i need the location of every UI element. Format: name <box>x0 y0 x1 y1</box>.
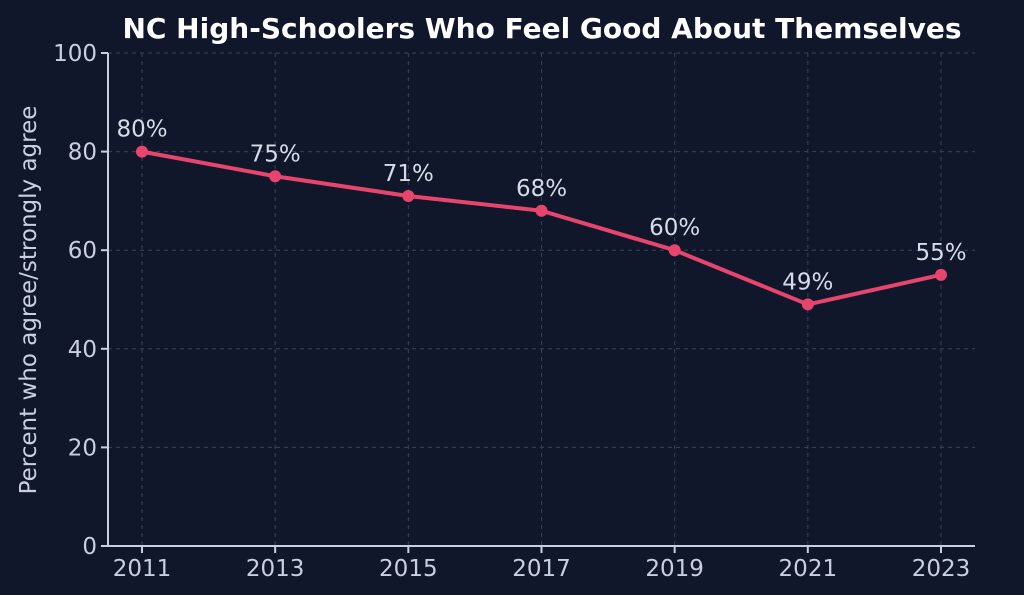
data-point <box>935 268 947 281</box>
data-point <box>136 145 148 158</box>
y-tick-label: 40 <box>68 337 97 363</box>
y-tick-label: 80 <box>68 140 97 166</box>
x-tick-label: 2021 <box>779 556 838 582</box>
y-tick-label: 0 <box>82 534 97 560</box>
x-tick-label: 2013 <box>246 556 305 582</box>
y-tick-label: 20 <box>68 435 97 461</box>
data-point <box>269 170 282 183</box>
x-tick-label: 2011 <box>113 556 172 582</box>
grid <box>108 52 975 546</box>
data-label: 75% <box>250 141 301 167</box>
x-tick-label: 2023 <box>912 556 971 582</box>
data-label: 80% <box>116 117 167 143</box>
data-label: 71% <box>383 161 434 187</box>
data-point <box>402 189 415 202</box>
x-tick-label: 2019 <box>645 556 704 582</box>
data-label: 49% <box>782 269 833 295</box>
data-point <box>668 244 681 257</box>
x-tick-label: 2015 <box>379 556 438 582</box>
axes: 0 20 40 60 80 100 2011 2013 2015 2017 2019 2021 2023 <box>53 41 975 582</box>
y-tick-label: 60 <box>68 238 97 264</box>
data-label: 68% <box>516 176 567 202</box>
data-point <box>535 204 548 217</box>
x-tick-label: 2017 <box>512 556 571 582</box>
chart-title: NC High-Schoolers Who Feel Good About Th… <box>122 12 961 45</box>
y-axis-label: Percent who agree/strongly agree <box>16 106 42 495</box>
data-label: 55% <box>915 240 966 266</box>
data-labels: 80% 75% 71% 68% 60% 49% 55% <box>116 117 966 296</box>
data-label: 60% <box>649 215 700 241</box>
data-point <box>801 298 814 311</box>
series <box>136 145 947 311</box>
y-tick-label: 100 <box>53 41 97 67</box>
